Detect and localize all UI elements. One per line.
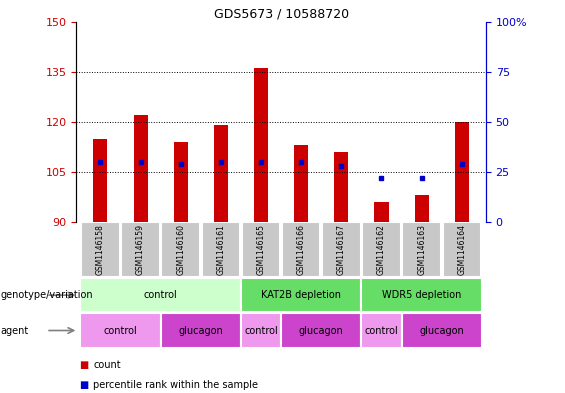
Text: control: control	[103, 325, 137, 336]
Text: ■: ■	[79, 360, 88, 371]
Text: ■: ■	[79, 380, 88, 390]
Bar	[160, 313, 241, 348]
Text: GSM1146165: GSM1146165	[257, 224, 266, 275]
Text: GSM1146159: GSM1146159	[136, 224, 145, 275]
Bar	[402, 313, 482, 348]
Bar	[294, 145, 308, 222]
Bar	[375, 202, 389, 222]
Bar	[362, 222, 401, 277]
Bar	[281, 313, 362, 348]
Text: control: control	[364, 325, 398, 336]
Bar	[121, 222, 160, 277]
Bar	[362, 313, 402, 348]
Text: GSM1146164: GSM1146164	[457, 224, 466, 275]
Text: agent: agent	[1, 325, 29, 336]
Bar	[242, 222, 280, 277]
Bar	[254, 68, 268, 222]
Bar	[415, 195, 429, 222]
Text: control: control	[244, 325, 278, 336]
Bar	[322, 222, 360, 277]
Text: GSM1146161: GSM1146161	[216, 224, 225, 275]
Text: count: count	[93, 360, 121, 371]
Bar	[133, 115, 147, 222]
Bar	[455, 122, 469, 222]
Text: GSM1146160: GSM1146160	[176, 224, 185, 275]
Bar	[80, 278, 241, 312]
Text: KAT2B depletion: KAT2B depletion	[261, 290, 341, 300]
Bar	[202, 222, 240, 277]
Bar	[241, 278, 362, 312]
Bar	[81, 222, 120, 277]
Text: WDR5 depletion: WDR5 depletion	[382, 290, 462, 300]
Text: GSM1146163: GSM1146163	[417, 224, 426, 275]
Text: control: control	[144, 290, 177, 300]
Bar	[162, 222, 200, 277]
Text: GSM1146162: GSM1146162	[377, 224, 386, 275]
Text: glucagon: glucagon	[419, 325, 464, 336]
Text: percentile rank within the sample: percentile rank within the sample	[93, 380, 258, 390]
Text: GSM1146167: GSM1146167	[337, 224, 346, 275]
Bar	[173, 142, 188, 222]
Text: genotype/variation: genotype/variation	[1, 290, 93, 300]
Text: glucagon: glucagon	[179, 325, 223, 336]
Text: GSM1146166: GSM1146166	[297, 224, 306, 275]
Title: GDS5673 / 10588720: GDS5673 / 10588720	[214, 7, 349, 20]
Bar	[402, 222, 441, 277]
Bar	[362, 278, 482, 312]
Bar	[334, 152, 349, 222]
Bar	[241, 313, 281, 348]
Bar	[80, 313, 160, 348]
Bar	[442, 222, 481, 277]
Bar	[93, 138, 107, 222]
Text: glucagon: glucagon	[299, 325, 344, 336]
Text: GSM1146158: GSM1146158	[96, 224, 105, 275]
Bar	[214, 125, 228, 222]
Bar	[282, 222, 320, 277]
